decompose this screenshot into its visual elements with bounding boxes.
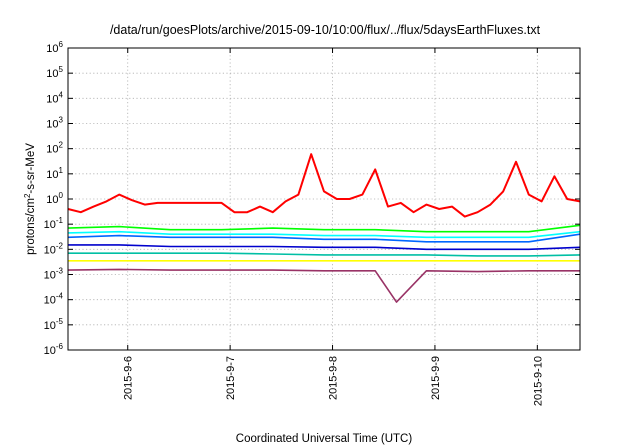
series-line-1	[67, 153, 581, 218]
y-tick-exponent: -1	[56, 216, 64, 225]
series-line-4	[67, 233, 581, 243]
series-group	[67, 153, 581, 303]
y-tick-base: 10	[46, 194, 58, 206]
series-line-3	[67, 230, 581, 239]
y-tick-label: 101	[46, 166, 63, 181]
y-tick-label: 106	[46, 40, 63, 55]
y-tick-base: 10	[44, 219, 56, 231]
y-tick-label: 102	[46, 141, 63, 156]
y-tick-exponent: -6	[56, 342, 64, 351]
y-axis-ticks: 10-610-510-410-310-210-11001011021031041…	[44, 40, 580, 357]
y-tick-exponent: -2	[56, 241, 64, 250]
x-tick-label: 2015-9-10	[532, 356, 544, 406]
y-tick-label: 10-1	[44, 216, 64, 231]
series-line-5	[68, 244, 581, 251]
y-axis-label-superscript: 2	[23, 193, 32, 198]
y-tick-base: 10	[46, 93, 58, 105]
series-line-2	[67, 224, 581, 233]
y-tick-label: 10-6	[44, 342, 64, 357]
grid	[68, 48, 580, 350]
y-tick-exponent: 6	[59, 40, 64, 49]
y-tick-label: 10-2	[44, 241, 64, 256]
y-axis-label-tail: -s-sr-MeV	[25, 143, 37, 194]
y-tick-label: 100	[46, 191, 63, 206]
y-tick-exponent: 4	[59, 90, 64, 99]
y-tick-base: 10	[46, 144, 58, 156]
y-tick-base: 10	[46, 43, 58, 55]
y-tick-exponent: 2	[59, 141, 64, 150]
y-tick-exponent: 1	[59, 166, 64, 175]
y-tick-base: 10	[46, 119, 58, 131]
y-tick-exponent: 5	[59, 65, 64, 74]
y-tick-base: 10	[44, 320, 56, 332]
y-tick-base: 10	[46, 68, 58, 80]
y-tick-base: 10	[46, 169, 58, 181]
y-tick-exponent: 3	[59, 116, 64, 125]
y-tick-label: 104	[46, 90, 63, 105]
series-line-6	[68, 252, 581, 257]
y-tick-exponent: 0	[59, 191, 64, 200]
x-tick-label: 2015-9-8	[328, 356, 340, 400]
x-tick-label: 2015-9-6	[123, 356, 135, 400]
x-axis-ticks: 2015-9-6 2015-9-7 2015-9-8 2015-9-9 2015-9-1…	[123, 48, 544, 406]
y-tick-label: 105	[46, 65, 63, 80]
y-axis-label: protons/cm2-s-sr-MeV	[23, 143, 37, 255]
y-tick-exponent: -3	[56, 267, 64, 276]
series-line-8	[67, 268, 580, 303]
y-tick-exponent: -4	[56, 292, 64, 301]
y-tick-label: 103	[46, 116, 63, 131]
y-tick-exponent: -5	[56, 317, 64, 326]
y-tick-label: 10-3	[44, 267, 64, 282]
y-tick-base: 10	[44, 295, 56, 307]
y-axis-label-main: protons/cm	[25, 198, 37, 255]
y-tick-label: 10-5	[44, 317, 64, 332]
y-tick-label: 10-4	[44, 292, 64, 307]
chart-title: /data/run/goesPlots/archive/2015-09-10/1…	[110, 23, 541, 37]
y-tick-base: 10	[44, 270, 56, 282]
x-tick-label: 2015-9-9	[430, 356, 442, 400]
y-tick-base: 10	[44, 244, 56, 256]
y-tick-base: 10	[44, 345, 56, 357]
x-axis-label: Coordinated Universal Time (UTC)	[236, 433, 413, 445]
x-tick-label: 2015-9-7	[225, 356, 237, 400]
